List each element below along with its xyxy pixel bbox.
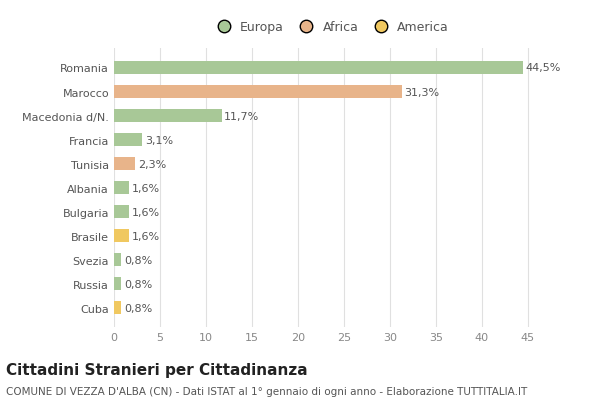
Text: 3,1%: 3,1% — [145, 135, 173, 145]
Text: 11,7%: 11,7% — [224, 111, 260, 121]
Text: COMUNE DI VEZZA D'ALBA (CN) - Dati ISTAT al 1° gennaio di ogni anno - Elaborazio: COMUNE DI VEZZA D'ALBA (CN) - Dati ISTAT… — [6, 387, 527, 396]
Bar — [114, 157, 135, 171]
Text: 1,6%: 1,6% — [131, 207, 160, 217]
Bar — [114, 229, 129, 243]
Bar — [114, 205, 129, 219]
Text: 1,6%: 1,6% — [131, 231, 160, 241]
Bar — [114, 254, 121, 267]
Text: Cittadini Stranieri per Cittadinanza: Cittadini Stranieri per Cittadinanza — [6, 362, 308, 377]
Bar — [114, 182, 129, 195]
Text: 31,3%: 31,3% — [404, 87, 440, 97]
Bar — [114, 62, 523, 75]
Text: 0,8%: 0,8% — [124, 255, 152, 265]
Text: 0,8%: 0,8% — [124, 303, 152, 313]
Bar — [114, 277, 121, 290]
Bar — [114, 134, 142, 147]
Legend: Europa, Africa, America: Europa, Africa, America — [206, 16, 454, 39]
Bar — [114, 86, 401, 99]
Text: 0,8%: 0,8% — [124, 279, 152, 289]
Bar — [114, 110, 221, 123]
Text: 1,6%: 1,6% — [131, 183, 160, 193]
Text: 2,3%: 2,3% — [138, 159, 166, 169]
Text: 44,5%: 44,5% — [526, 63, 561, 73]
Bar — [114, 301, 121, 315]
